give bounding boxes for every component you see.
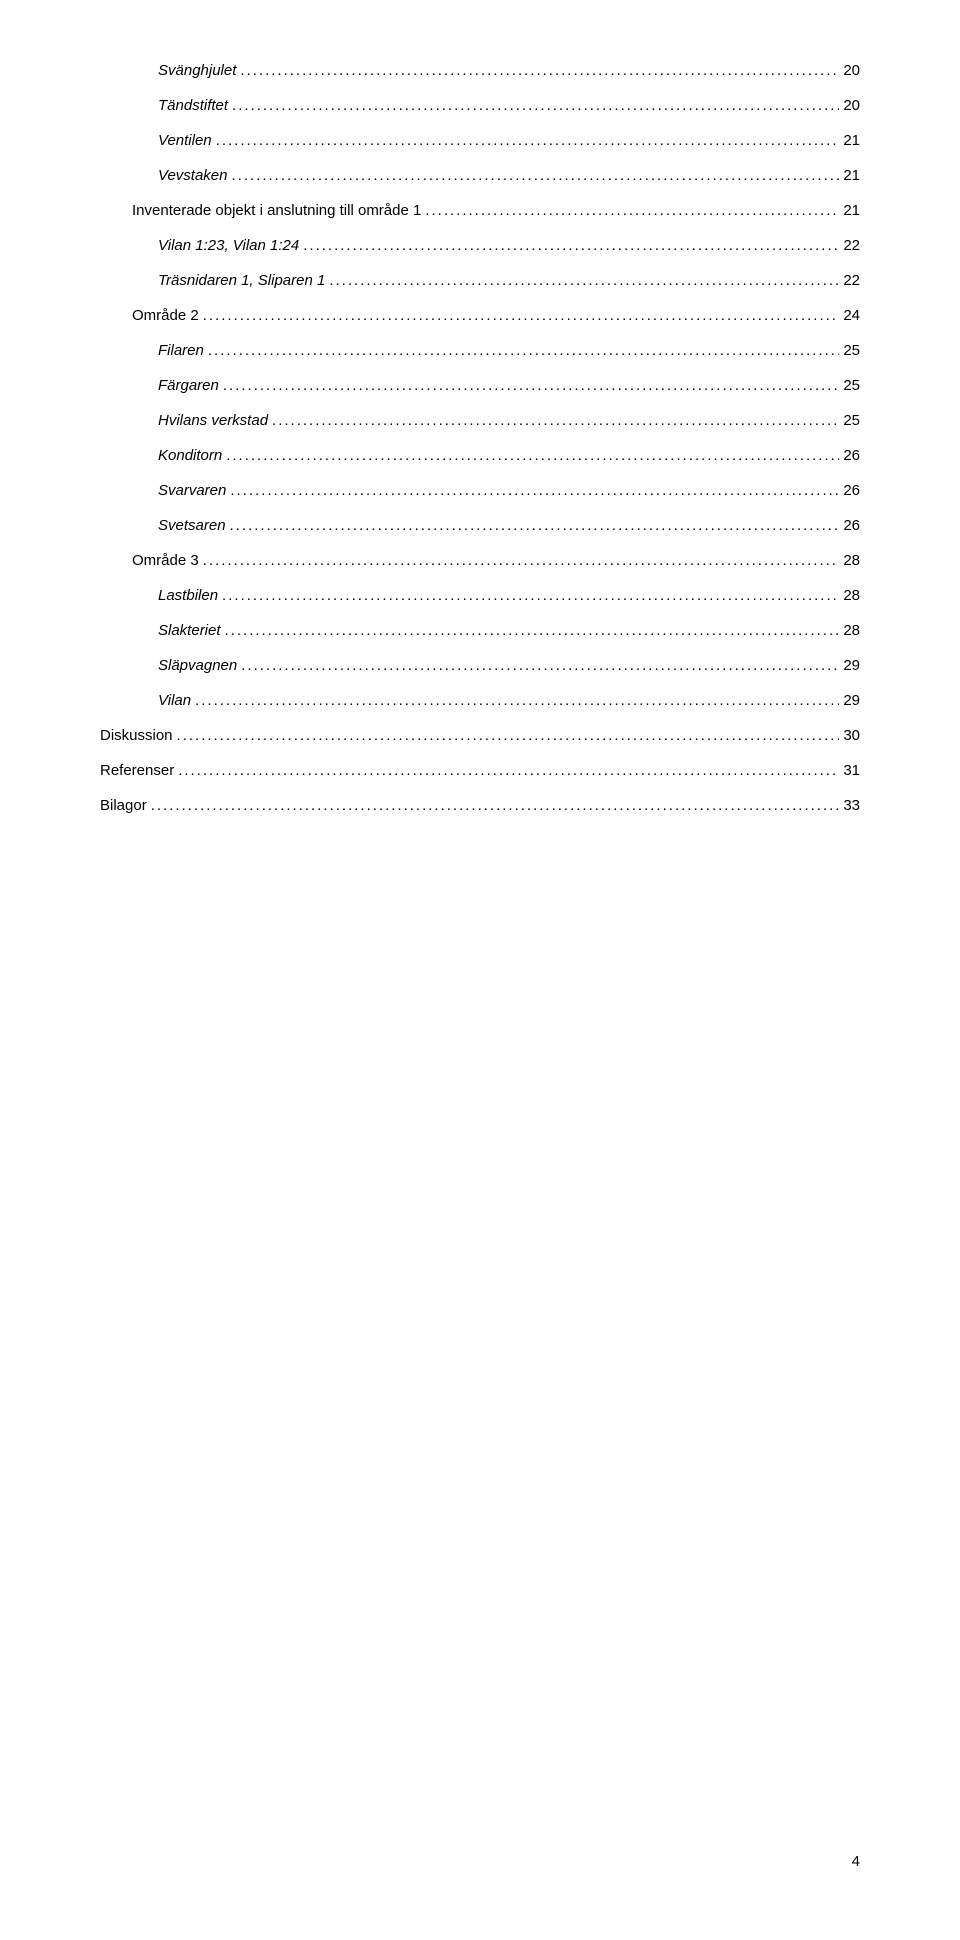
toc-row: Svarvaren 26 [100, 480, 860, 501]
toc-page: 22 [839, 270, 860, 291]
toc-leader [230, 480, 839, 501]
toc-label: Vevstaken [158, 165, 232, 186]
toc-label: Inventerade objekt i anslutning till omr… [132, 200, 425, 221]
toc-leader [230, 515, 840, 536]
toc-row: Område 3 28 [100, 550, 860, 571]
toc-label: Slakteriet [158, 620, 225, 641]
toc-leader [329, 270, 839, 291]
toc-leader [226, 445, 839, 466]
toc-label: Hvilans verkstad [158, 410, 272, 431]
toc-page: 28 [839, 585, 860, 606]
toc-leader [425, 200, 839, 221]
toc-row: Ventilen 21 [100, 130, 860, 151]
toc-leader [195, 690, 839, 711]
toc-row: Referenser 31 [100, 760, 860, 781]
table-of-contents: Svänghjulet20Tändstiftet20Ventilen21Vevs… [100, 60, 860, 816]
toc-page: 24 [839, 305, 860, 326]
toc-row: Tändstiftet 20 [100, 95, 860, 116]
toc-page: 28 [839, 620, 860, 641]
toc-page: 20 [839, 60, 860, 81]
toc-leader [225, 620, 840, 641]
toc-page: 21 [839, 200, 860, 221]
toc-row: Bilagor 33 [100, 795, 860, 816]
toc-page: 25 [839, 340, 860, 361]
toc-label: Träsnidaren 1, Sliparen 1 [158, 270, 329, 291]
toc-label: Vilan [158, 690, 195, 711]
toc-leader [216, 130, 840, 151]
toc-row: Inventerade objekt i anslutning till omr… [100, 200, 860, 221]
toc-label: Område 2 [132, 305, 203, 326]
toc-row: Svetsaren 26 [100, 515, 860, 536]
toc-page: 28 [839, 550, 860, 571]
toc-label: Tändstiftet [158, 95, 232, 116]
toc-row: Diskussion 30 [100, 725, 860, 746]
toc-label: Ventilen [158, 130, 216, 151]
toc-row: Filaren 25 [100, 340, 860, 361]
toc-leader [232, 95, 839, 116]
toc-page: 29 [839, 655, 860, 676]
toc-row: Vilan 29 [100, 690, 860, 711]
toc-row: Svänghjulet 20 [100, 60, 860, 81]
toc-page: 31 [839, 760, 860, 781]
toc-row: Hvilans verkstad 25 [100, 410, 860, 431]
toc-row: Område 2 24 [100, 305, 860, 326]
toc-leader [272, 410, 839, 431]
toc-label: Svetsaren [158, 515, 230, 536]
toc-leader [232, 165, 840, 186]
toc-page: 21 [839, 165, 860, 186]
toc-label: Bilagor [100, 795, 151, 816]
toc-leader [223, 375, 839, 396]
toc-row: Lastbilen 28 [100, 585, 860, 606]
toc-label: Konditorn [158, 445, 226, 466]
toc-leader [240, 60, 839, 81]
toc-label: Lastbilen [158, 585, 222, 606]
toc-row: Vilan 1:23, Vilan 1:24 22 [100, 235, 860, 256]
toc-page: 26 [839, 445, 860, 466]
toc-row: Färgaren 25 [100, 375, 860, 396]
toc-leader [241, 655, 839, 676]
toc-label: Referenser [100, 760, 178, 781]
toc-page: 26 [839, 515, 860, 536]
toc-leader [303, 235, 839, 256]
toc-page: 25 [839, 410, 860, 431]
toc-label: Svänghjulet [158, 60, 240, 81]
toc-page: 33 [839, 795, 860, 816]
toc-row: Släpvagnen 29 [100, 655, 860, 676]
toc-leader [208, 340, 839, 361]
toc-page: 29 [839, 690, 860, 711]
toc-row: Slakteriet 28 [100, 620, 860, 641]
toc-leader [203, 550, 840, 571]
toc-leader [203, 305, 840, 326]
toc-page: 30 [839, 725, 860, 746]
toc-label: Område 3 [132, 550, 203, 571]
toc-page: 22 [839, 235, 860, 256]
toc-row: Vevstaken 21 [100, 165, 860, 186]
toc-label: Filaren [158, 340, 208, 361]
toc-page: 20 [839, 95, 860, 116]
toc-leader [222, 585, 839, 606]
toc-label: Diskussion [100, 725, 177, 746]
toc-page: 25 [839, 375, 860, 396]
toc-page: 26 [839, 480, 860, 501]
toc-leader [178, 760, 839, 781]
toc-page: 21 [839, 130, 860, 151]
toc-row: Träsnidaren 1, Sliparen 1 22 [100, 270, 860, 291]
toc-leader [177, 725, 840, 746]
toc-leader [151, 795, 840, 816]
toc-label: Färgaren [158, 375, 223, 396]
toc-label: Släpvagnen [158, 655, 241, 676]
toc-label: Vilan 1:23, Vilan 1:24 [158, 235, 303, 256]
page-number: 4 [852, 1853, 860, 1870]
toc-row: Konditorn 26 [100, 445, 860, 466]
toc-label: Svarvaren [158, 480, 230, 501]
